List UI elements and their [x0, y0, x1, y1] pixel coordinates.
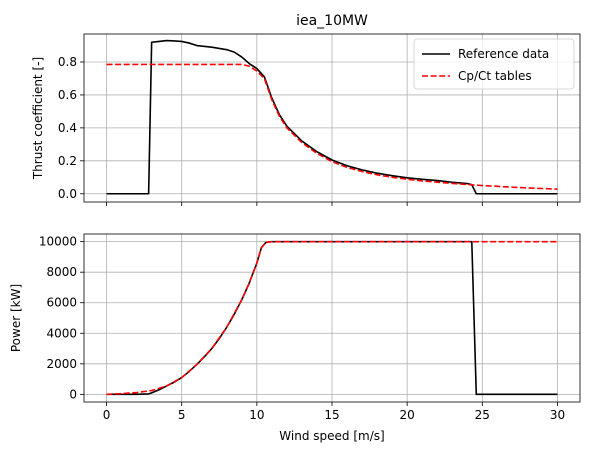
- x-tick-label: 30: [550, 408, 565, 422]
- x-axis-label: Wind speed [m/s]: [279, 429, 384, 443]
- y-tick-label: 0.4: [58, 121, 77, 135]
- legend-reference-label: Reference data: [458, 47, 549, 61]
- power-axes: 0 5 10 15 20 25 30 0 2000 4000 6000 8000 10000 Wind s…: [9, 233, 581, 443]
- y-tick-label: 0: [69, 387, 77, 401]
- x-tick-label: 15: [324, 408, 339, 422]
- legend-cpct-label: Cp/Ct tables: [458, 69, 532, 83]
- axes-frame: [83, 33, 581, 203]
- reference-data-line: [106, 39, 558, 195]
- y-axis-label: Power [kW]: [9, 284, 23, 352]
- y-tick-label: 2000: [46, 357, 77, 371]
- x-tick-label: 20: [400, 408, 415, 422]
- x-tick-label: 0: [103, 408, 111, 422]
- x-tick-label: 10: [249, 408, 264, 422]
- chart-title: iea_10MW: [296, 13, 368, 29]
- y-tick-label: 0.8: [58, 55, 77, 69]
- axes-frame: [83, 233, 581, 403]
- y-tick-label: 10000: [39, 235, 77, 249]
- x-tick-label: 5: [178, 408, 186, 422]
- legend-frame: [413, 38, 575, 90]
- y-axis-label: Thrust coefficient [-]: [31, 57, 45, 180]
- y-tick-label: 4000: [46, 326, 77, 340]
- y-tick-label: 8000: [46, 265, 77, 279]
- y-tick-label: 6000: [46, 296, 77, 310]
- legend: Reference data Cp/Ct tables: [413, 38, 575, 90]
- cp-ct-tables-line: [106, 240, 558, 396]
- cp-ct-tables-line: [106, 63, 558, 190]
- x-tick-label: 25: [475, 408, 490, 422]
- thrust-coefficient-axes: 0.0 0.2 0.4 0.6 0.8 iea_10MW Thrust coefficien…: [31, 13, 581, 206]
- y-tick-label: 0.0: [58, 187, 77, 201]
- y-tick-label: 0.6: [58, 88, 77, 102]
- y-tick-label: 0.2: [58, 154, 77, 168]
